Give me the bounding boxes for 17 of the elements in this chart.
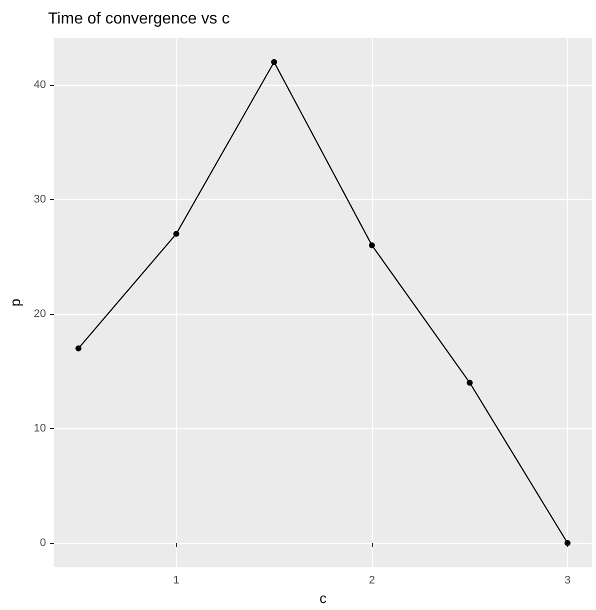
point: [564, 540, 571, 546]
y-tick-label: 10: [34, 422, 46, 435]
point: [173, 230, 180, 237]
x-axis-title: c: [320, 590, 326, 606]
y-tick-label: 30: [34, 193, 46, 206]
y-tick-label: 40: [34, 78, 46, 91]
y-tick-label: 0: [40, 537, 46, 550]
point: [368, 242, 375, 248]
y-axis-title: p: [7, 298, 23, 306]
point: [466, 380, 473, 386]
y-tick-label: 20: [34, 308, 46, 320]
chart-title: Time of convergence vs c: [48, 10, 230, 28]
point: [75, 345, 82, 352]
point: [271, 59, 278, 66]
x-tick-label: 1: [173, 574, 180, 587]
x-tick-label: 2: [368, 574, 375, 587]
x-tick-label: 3: [564, 574, 571, 587]
